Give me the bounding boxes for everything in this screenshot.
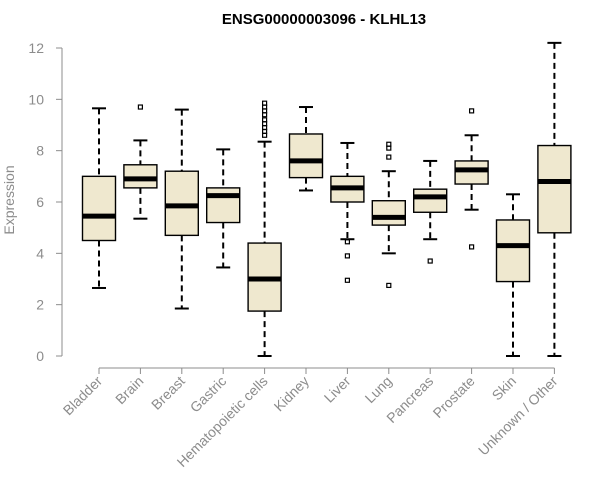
iqr-box <box>205 187 241 224</box>
y-axis: 0 2 4 6 8 10 12 <box>28 40 63 364</box>
outlier-point <box>469 108 475 114</box>
iqr-box <box>123 164 158 189</box>
box-4 <box>247 100 282 357</box>
box-3 <box>205 148 241 269</box>
x-tick-label: Unknown / Other <box>475 373 561 459</box>
outlier-point <box>469 244 475 250</box>
outlier-point <box>344 239 350 245</box>
outlier-point <box>344 253 350 259</box>
outlier-point <box>427 258 433 264</box>
x-tick-label: Brain <box>112 373 146 407</box>
box-6 <box>330 141 365 283</box>
y-tick-label: 12 <box>28 40 44 56</box>
outlier-point <box>262 117 268 123</box>
outlier-point <box>386 282 392 289</box>
iqr-box <box>413 188 448 213</box>
x-tick-label: Skin <box>489 373 520 404</box>
iqr-box <box>288 133 324 179</box>
box-2 <box>164 108 200 310</box>
iqr-box <box>537 144 572 234</box>
iqr-box <box>454 160 489 185</box>
iqr-box <box>81 175 117 242</box>
outlier-point <box>386 154 392 160</box>
y-tick-label: 6 <box>36 194 44 210</box>
x-tick-label: Lung <box>362 373 395 406</box>
iqr-box <box>371 200 406 226</box>
y-axis-label: Expression <box>1 165 17 234</box>
x-tick-label: Liver <box>321 373 354 406</box>
outlier-point <box>137 104 143 110</box>
y-tick-label: 8 <box>36 143 44 159</box>
y-tick-label: 10 <box>28 91 44 107</box>
x-tick-label: Prostate <box>430 373 478 421</box>
box-series <box>81 41 572 357</box>
y-tick-label: 4 <box>36 245 44 261</box>
iqr-box <box>495 219 531 283</box>
box-10 <box>495 193 531 357</box>
box-9 <box>454 108 489 250</box>
box-0 <box>81 107 117 289</box>
outlier-point <box>262 100 268 106</box>
box-11 <box>537 41 572 357</box>
x-tick-label: Kidney <box>271 373 313 415</box>
iqr-box <box>164 170 200 237</box>
x-tick-label: Bladder <box>60 373 106 419</box>
chart-title: ENSG00000003096 - KLHL13 <box>222 11 426 28</box>
y-tick-label: 0 <box>36 348 44 364</box>
box-7 <box>371 141 406 289</box>
x-tick-label: Breast <box>148 373 188 413</box>
outlier-point <box>344 277 350 283</box>
y-tick-label: 2 <box>36 297 44 313</box>
box-5 <box>288 106 324 192</box>
box-8 <box>413 159 448 264</box>
box-1 <box>123 104 158 220</box>
outlier-point <box>386 141 392 147</box>
